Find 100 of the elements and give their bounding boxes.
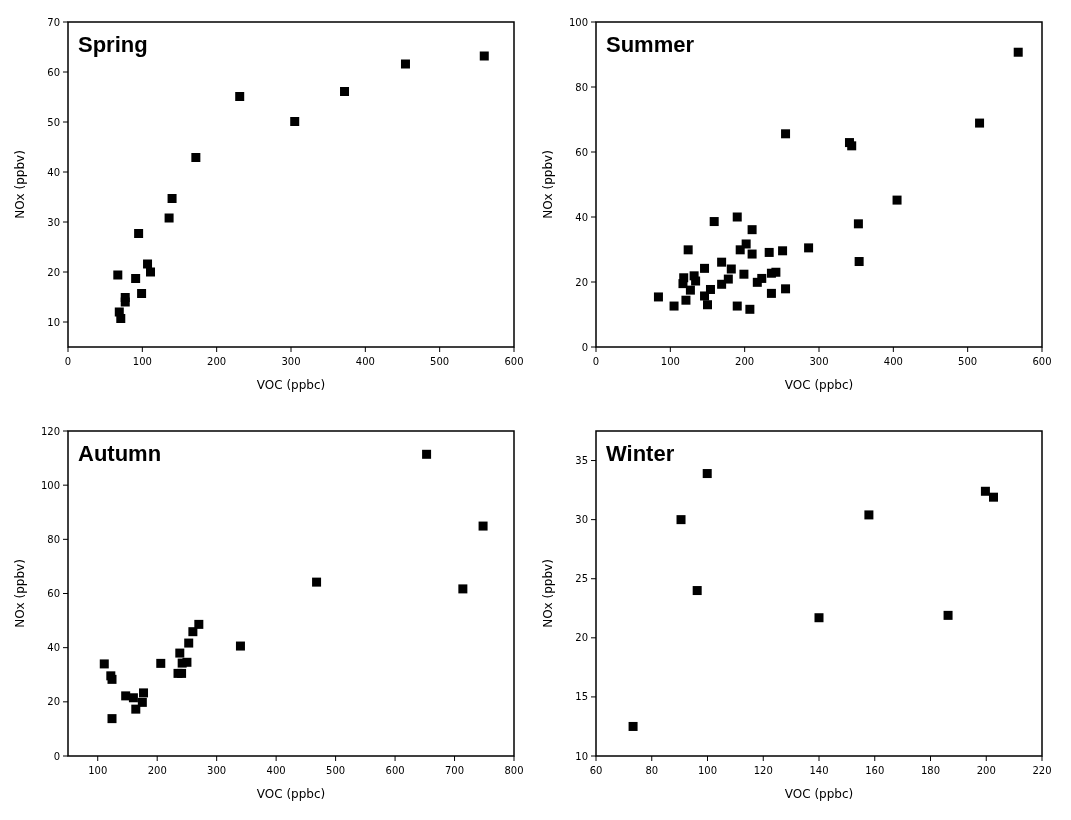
y-tick-label: 25	[575, 573, 588, 585]
point	[943, 610, 953, 620]
y-tick-label: 120	[40, 425, 60, 437]
point	[745, 304, 755, 314]
y-tick-label: 30	[47, 216, 60, 228]
point	[726, 264, 736, 274]
x-tick-label: 500	[430, 356, 450, 367]
y-tick-label: 20	[47, 696, 60, 708]
y-tick-label: 20	[47, 266, 60, 278]
point	[853, 219, 863, 229]
point	[854, 257, 864, 267]
x-tick-label: 200	[976, 765, 996, 776]
point	[814, 613, 824, 623]
x-tick-label: 400	[355, 356, 375, 367]
point	[137, 289, 147, 298]
point	[143, 259, 153, 269]
x-tick-label: 100	[132, 356, 152, 367]
y-axis-title: NOx (ppbv)	[541, 559, 555, 628]
point	[683, 245, 693, 255]
y-tick-label: 80	[575, 81, 588, 93]
x-tick-label: 800	[504, 765, 524, 776]
x-tick-label: 100	[697, 765, 718, 776]
point	[804, 243, 814, 253]
x-tick-label: 400	[266, 765, 286, 776]
y-tick-label: 40	[575, 211, 588, 223]
point	[975, 118, 985, 128]
text: Summer	[606, 32, 695, 57]
x-axis-title: VOC (ppbc)	[784, 378, 854, 392]
point	[771, 267, 781, 277]
x-tick-label: 180	[920, 765, 941, 776]
x-tick-label: 600	[1032, 356, 1052, 367]
point	[99, 659, 109, 669]
y-tick-label: 60	[575, 146, 588, 158]
point	[678, 279, 688, 289]
y-axis-title: NOx (ppbv)	[13, 559, 27, 628]
y-axis-title: NOx (ppbv)	[13, 150, 27, 219]
x-tick-label: 500	[326, 765, 346, 776]
x-tick-label: 0	[592, 356, 600, 367]
point	[164, 213, 174, 223]
point	[113, 270, 123, 280]
x-tick-label: 0	[64, 356, 72, 367]
point	[167, 194, 177, 203]
point	[131, 704, 141, 714]
point	[685, 285, 695, 295]
point	[705, 284, 715, 294]
point	[681, 295, 691, 305]
point	[892, 195, 902, 205]
point	[422, 449, 432, 459]
x-tick-label: 700	[444, 765, 465, 776]
point	[400, 59, 410, 69]
point	[628, 721, 638, 731]
point	[131, 274, 141, 283]
text: Winter	[606, 441, 675, 466]
y-tick-label: 60	[47, 588, 60, 599]
y-tick-label: 15	[575, 691, 588, 703]
y-axis-title: NOx (ppbv)	[541, 150, 555, 219]
x-tick-label: 300	[207, 765, 227, 776]
point	[653, 292, 663, 302]
point	[864, 510, 874, 520]
point	[1013, 47, 1023, 57]
point	[691, 276, 701, 286]
x-tick-label: 100	[660, 356, 680, 367]
point	[312, 577, 322, 587]
point	[717, 279, 727, 289]
point	[676, 515, 686, 525]
y-tick-label: 20	[575, 632, 588, 644]
point	[478, 521, 488, 531]
point	[479, 51, 489, 61]
point	[134, 229, 144, 238]
point	[989, 492, 998, 502]
x-tick-label: 600	[504, 356, 524, 367]
x-tick-label: 200	[147, 765, 167, 776]
y-tick-label: 80	[47, 533, 60, 545]
point	[340, 87, 350, 96]
point	[156, 658, 166, 668]
point	[764, 247, 774, 257]
y-tick-label: 0	[53, 750, 60, 762]
point	[121, 691, 131, 701]
point	[235, 641, 245, 651]
point	[709, 217, 719, 227]
x-tick-label: 600	[385, 765, 405, 776]
point	[732, 301, 742, 311]
point	[177, 668, 187, 678]
point	[194, 619, 204, 629]
point	[146, 267, 156, 277]
x-tick-label: 400	[883, 356, 903, 367]
x-tick-label: 60	[589, 765, 603, 776]
x-axis-title: VOC (ppbc)	[256, 787, 326, 801]
y-tick-label: 20	[575, 276, 588, 288]
point	[182, 657, 192, 667]
point	[741, 239, 751, 249]
point	[757, 273, 767, 283]
x-tick-label: 300	[809, 356, 829, 367]
text: Spring	[78, 32, 148, 57]
point	[732, 212, 742, 222]
x-tick-label: 500	[958, 356, 978, 367]
x-tick-label: 200	[207, 356, 227, 367]
point	[700, 263, 710, 273]
x-tick-label: 200	[735, 356, 755, 367]
point	[116, 314, 126, 323]
